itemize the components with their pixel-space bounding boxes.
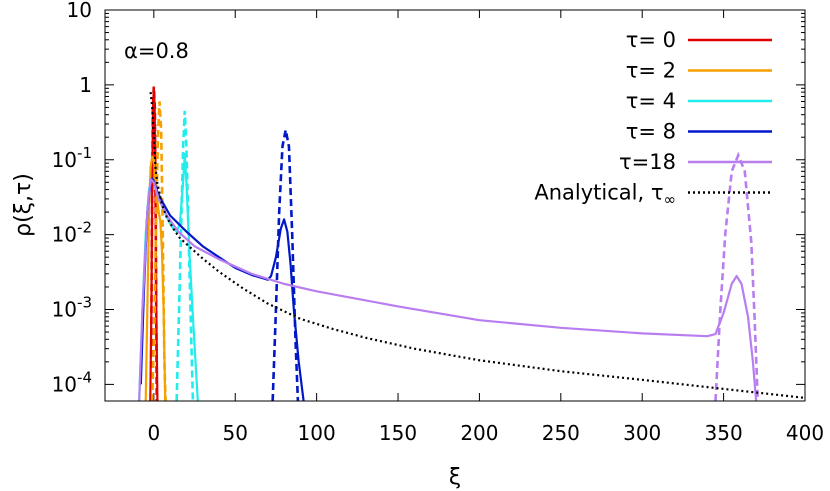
legend-label: Analytical, τ∞ xyxy=(534,181,676,209)
series-4-solid-line xyxy=(138,178,758,401)
legend: τ= 0 τ= 2 τ= 4 τ= 8 τ=18 Analytical, τ∞ xyxy=(534,28,772,209)
y-tick-label: 10-3 xyxy=(52,294,92,322)
axis-ticks: 0 50 100 150 200 250 300 350 400 10-4 10-3 10-2 10-1… xyxy=(52,0,825,445)
series-layer xyxy=(138,86,805,401)
x-tick-label: 50 xyxy=(223,421,248,445)
series-4-dashed-line xyxy=(714,151,760,401)
legend-label: τ= 2 xyxy=(626,59,676,83)
series-analytical-line xyxy=(149,92,805,399)
x-tick-label: 150 xyxy=(379,421,417,445)
y-tick-label: 10-2 xyxy=(52,219,92,247)
x-tick-label: 400 xyxy=(786,421,824,445)
x-tick-label: 200 xyxy=(460,421,498,445)
alpha-annotation: α=0.8 xyxy=(124,39,189,63)
plot-frame xyxy=(104,9,806,402)
series-3-dashed-line xyxy=(271,129,300,401)
x-tick-label: 100 xyxy=(298,421,336,445)
y-tick-label: 1 xyxy=(79,73,92,97)
legend-label: τ= 8 xyxy=(626,120,676,144)
x-tick-label: 250 xyxy=(542,421,580,445)
series-1-dashed-line xyxy=(150,101,167,401)
series-1-solid-line xyxy=(144,155,167,401)
y-axis-label: ρ(ξ,τ) xyxy=(11,173,36,237)
legend-label: τ= 0 xyxy=(626,28,676,52)
series-2-dashed-line xyxy=(175,110,195,401)
x-axis-label: ξ xyxy=(449,465,461,490)
x-tick-label: 350 xyxy=(705,421,743,445)
y-tick-label: 10-4 xyxy=(52,368,92,396)
y-tick-label: 10 xyxy=(67,0,92,22)
x-tick-label: 300 xyxy=(623,421,661,445)
x-tick-label: 0 xyxy=(147,421,160,445)
legend-label: τ= 4 xyxy=(626,89,676,113)
legend-label: τ=18 xyxy=(619,150,676,174)
y-tick-label: 10-1 xyxy=(52,144,92,172)
